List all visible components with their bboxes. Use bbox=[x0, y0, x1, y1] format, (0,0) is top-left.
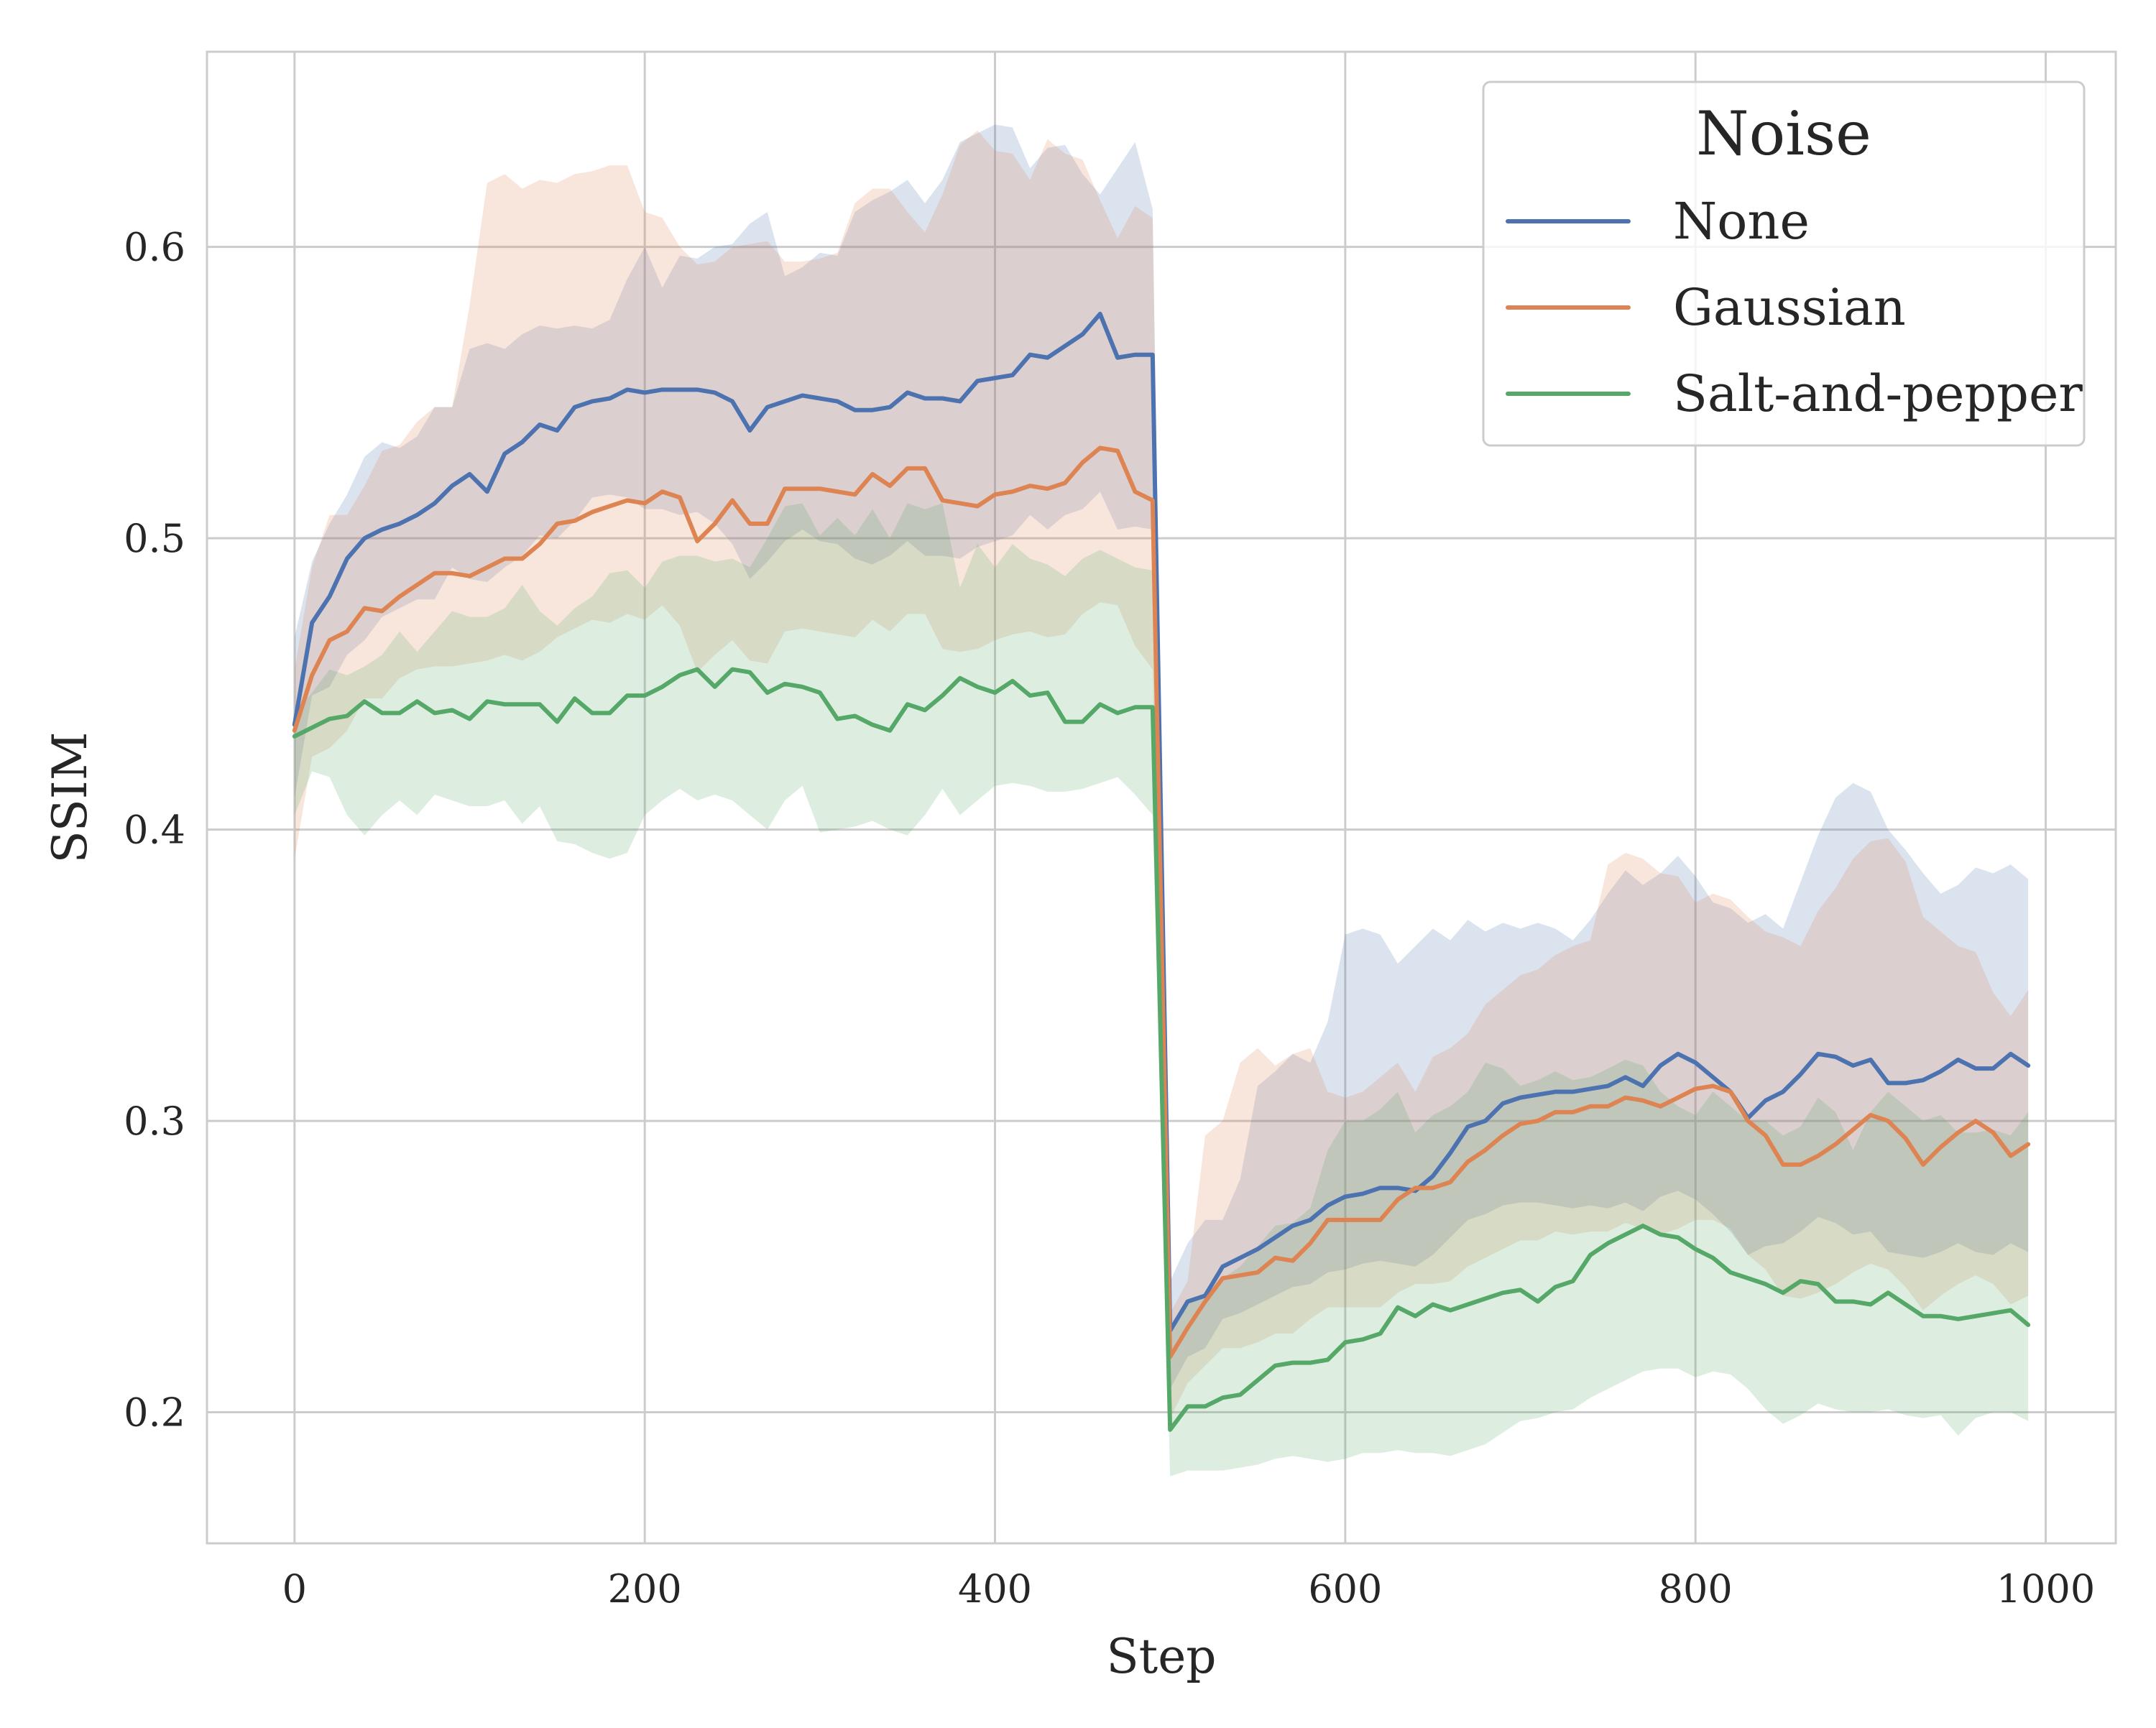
y-tick-label: 0.5 bbox=[124, 516, 185, 561]
series-line bbox=[292, 445, 2031, 1359]
x-tick-label: 400 bbox=[958, 1566, 1032, 1612]
legend: Noise None Gaussian Salt-and-pepper bbox=[1482, 80, 2086, 447]
x-tick-label: 0 bbox=[282, 1566, 307, 1612]
x-tick-label: 800 bbox=[1659, 1566, 1733, 1612]
legend-box bbox=[1482, 80, 2086, 447]
legend-title: Noise bbox=[1696, 98, 1871, 169]
legend-items: None Gaussian Salt-and-pepper bbox=[1506, 192, 2083, 423]
legend-label: Gaussian bbox=[1673, 278, 1906, 337]
y-tick-label: 0.4 bbox=[124, 808, 185, 853]
series-lines bbox=[292, 311, 2031, 1432]
y-tick-label: 0.3 bbox=[124, 1099, 185, 1144]
y-axis-label: SSIM bbox=[42, 732, 98, 864]
x-tick-label: 200 bbox=[608, 1566, 682, 1612]
legend-label: None bbox=[1673, 192, 1810, 251]
x-tick-label: 600 bbox=[1308, 1566, 1382, 1612]
x-tick-label: 1000 bbox=[1996, 1566, 2095, 1612]
tick-labels: 0 200 400 600 800 1000 0.2 0.3 0.4 0.5 0.6 bbox=[124, 225, 2095, 1612]
plot-frame bbox=[206, 50, 2117, 1545]
legend-label: Salt-and-pepper bbox=[1673, 364, 2083, 423]
x-axis-label: Step bbox=[1106, 1629, 1216, 1684]
series-line bbox=[292, 667, 2031, 1432]
y-tick-label: 0.6 bbox=[124, 225, 185, 270]
y-tick-label: 0.2 bbox=[124, 1390, 185, 1436]
